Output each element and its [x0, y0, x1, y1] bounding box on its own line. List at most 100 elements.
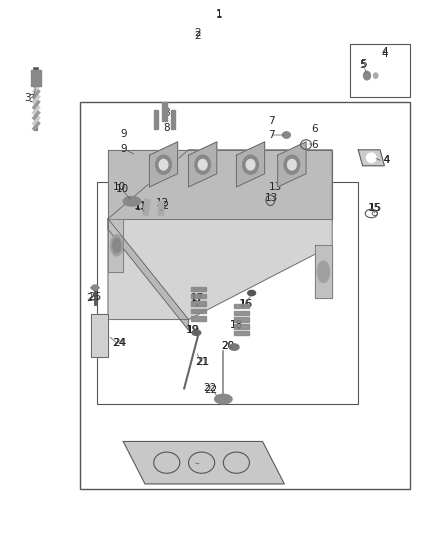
Bar [31, 70, 42, 86]
Text: 12: 12 [157, 201, 170, 211]
Text: 2: 2 [194, 28, 201, 38]
Polygon shape [191, 294, 206, 298]
Text: 7: 7 [268, 116, 275, 126]
Ellipse shape [367, 153, 376, 163]
Ellipse shape [123, 197, 141, 206]
Text: 10: 10 [115, 183, 128, 193]
Text: 19: 19 [186, 325, 200, 335]
Bar [91, 314, 108, 357]
Text: 16: 16 [239, 298, 253, 309]
Text: 11: 11 [135, 201, 148, 212]
Text: 22: 22 [205, 384, 218, 394]
Circle shape [155, 155, 171, 174]
Text: 1: 1 [215, 9, 223, 19]
Text: 21: 21 [195, 357, 208, 367]
Circle shape [364, 71, 371, 80]
Text: 12: 12 [156, 198, 169, 208]
Ellipse shape [248, 290, 255, 296]
Text: 6: 6 [311, 124, 318, 134]
Text: 10: 10 [112, 182, 125, 192]
Text: 4: 4 [381, 47, 388, 56]
Text: 3: 3 [28, 94, 35, 104]
Text: 8: 8 [163, 123, 170, 133]
Polygon shape [237, 142, 265, 187]
Text: 23: 23 [196, 459, 209, 469]
Text: 19: 19 [187, 325, 200, 335]
Polygon shape [191, 317, 206, 320]
Polygon shape [191, 309, 206, 313]
Text: 6: 6 [311, 140, 318, 150]
Polygon shape [191, 302, 206, 306]
Text: 24: 24 [112, 338, 126, 349]
Circle shape [284, 155, 300, 174]
Polygon shape [188, 142, 217, 187]
Text: 3: 3 [24, 93, 31, 103]
Polygon shape [234, 304, 250, 308]
Circle shape [195, 155, 211, 174]
Text: 21: 21 [196, 357, 209, 367]
Polygon shape [234, 324, 250, 328]
Text: 8: 8 [163, 108, 170, 118]
Text: 14: 14 [378, 156, 391, 165]
Polygon shape [234, 331, 250, 335]
Circle shape [246, 159, 255, 170]
Text: 15: 15 [369, 203, 382, 213]
Text: 22: 22 [204, 383, 217, 393]
Ellipse shape [283, 132, 290, 138]
Text: 24: 24 [113, 338, 127, 349]
Circle shape [243, 155, 258, 174]
Text: 5: 5 [359, 60, 366, 70]
Polygon shape [108, 150, 332, 219]
Polygon shape [358, 150, 385, 166]
Ellipse shape [318, 261, 329, 282]
Text: 20: 20 [221, 341, 234, 351]
Text: 16: 16 [238, 298, 252, 309]
Polygon shape [234, 317, 250, 321]
Polygon shape [91, 285, 99, 290]
Text: 14: 14 [378, 156, 391, 165]
Circle shape [288, 159, 296, 170]
Circle shape [198, 159, 207, 170]
Text: 17: 17 [191, 293, 204, 303]
Text: 18: 18 [230, 320, 243, 330]
Text: 17: 17 [190, 294, 203, 304]
Polygon shape [234, 311, 250, 315]
Polygon shape [149, 142, 178, 187]
Ellipse shape [192, 330, 201, 335]
Polygon shape [108, 150, 332, 319]
Polygon shape [315, 245, 332, 298]
Bar [154, 110, 158, 128]
Text: 5: 5 [360, 59, 367, 69]
Text: 9: 9 [120, 144, 127, 154]
Circle shape [159, 159, 168, 170]
Text: 1: 1 [215, 10, 223, 20]
Ellipse shape [215, 394, 232, 404]
Bar [158, 201, 163, 215]
Text: 25: 25 [88, 292, 102, 302]
Bar [162, 102, 167, 120]
Bar [350, 44, 410, 97]
Text: 4: 4 [381, 50, 388, 59]
Text: 18: 18 [230, 320, 243, 330]
Ellipse shape [111, 235, 123, 256]
Text: 9: 9 [120, 129, 127, 139]
Text: 11: 11 [134, 200, 147, 211]
Polygon shape [123, 441, 284, 484]
Ellipse shape [113, 238, 120, 253]
Text: 2: 2 [194, 31, 201, 41]
Bar [97, 182, 358, 405]
Text: 7: 7 [268, 130, 275, 140]
Polygon shape [108, 219, 188, 330]
Text: 20: 20 [221, 341, 234, 351]
Text: 15: 15 [368, 203, 381, 213]
Text: 23: 23 [195, 458, 208, 467]
Bar [80, 102, 410, 489]
Text: 13: 13 [269, 182, 282, 192]
Ellipse shape [230, 344, 239, 350]
Bar [143, 199, 150, 216]
Text: 13: 13 [265, 192, 278, 203]
Bar [171, 110, 176, 128]
Circle shape [374, 73, 378, 78]
Text: 25: 25 [86, 293, 99, 303]
Polygon shape [191, 287, 206, 291]
